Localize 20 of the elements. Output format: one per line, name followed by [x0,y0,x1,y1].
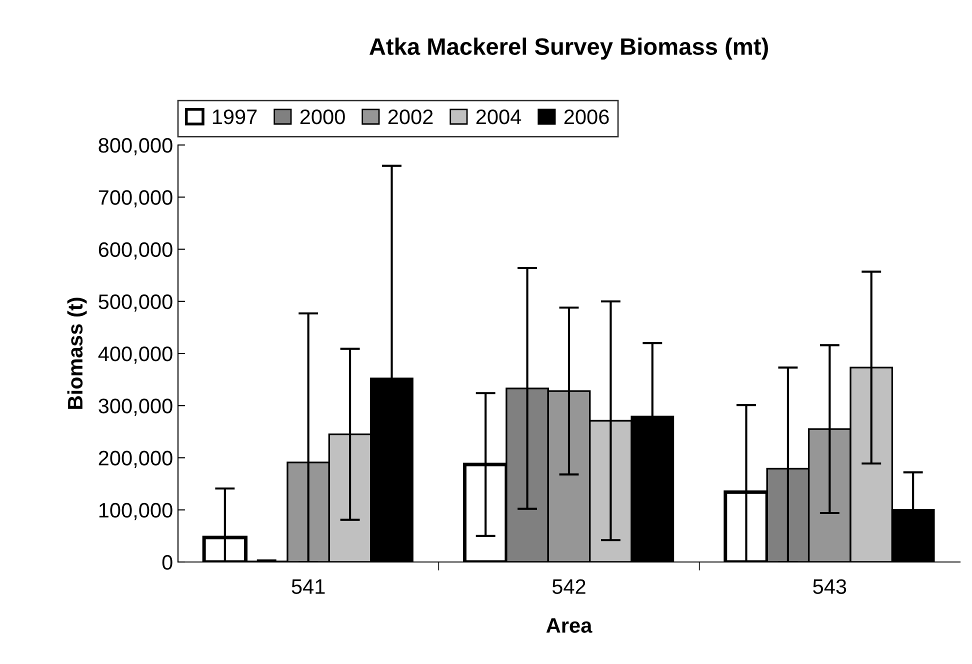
x-axis-title: Area [546,618,592,633]
legend-label: 2002 [388,109,433,124]
y-axis-title: Biomass (t) [67,298,87,409]
legend-label: 2000 [300,109,345,124]
x-tick-label: 543 [813,579,846,594]
legend-label: 2004 [476,109,522,124]
y-tick-label: 400,000 [98,346,172,364]
x-tick-label: 541 [292,579,325,594]
chart-title: Atka Mackerel Survey Biomass (mt) [369,38,768,60]
y-tick-label: 0 [162,555,172,570]
y-tick-label: 500,000 [98,294,172,312]
x-tick-label: 542 [552,579,586,594]
y-tick-label: 800,000 [98,138,172,156]
legend-label: 1997 [212,109,257,124]
y-tick-label: 600,000 [98,242,172,260]
y-tick-label: 300,000 [98,398,172,416]
y-tick-label: 200,000 [98,450,172,468]
legend-label: 2006 [564,109,609,124]
y-tick-label: 100,000 [99,502,172,520]
y-tick-label: 700,000 [98,190,172,208]
